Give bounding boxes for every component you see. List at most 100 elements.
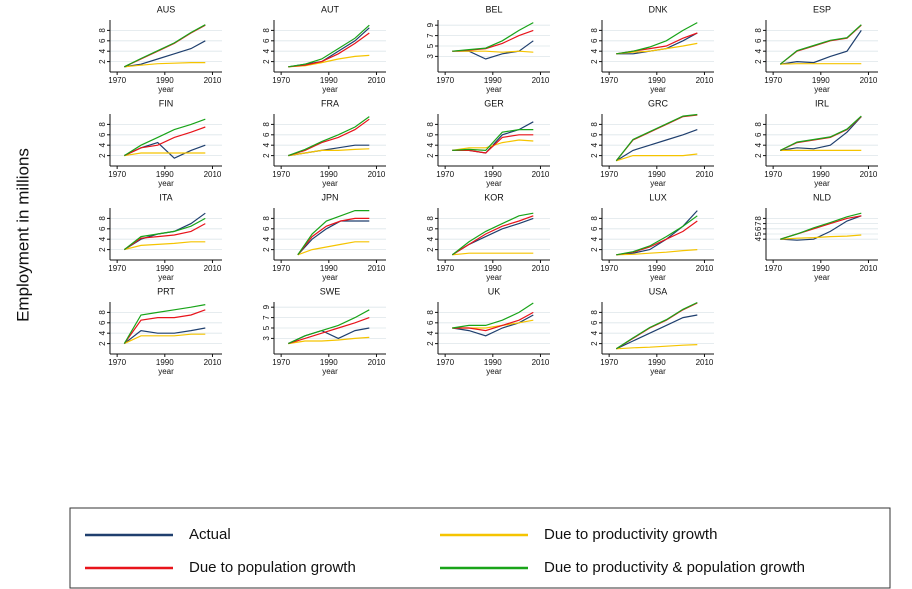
y-tick-label: 2 <box>98 153 107 158</box>
x-tick-label: 1970 <box>600 358 618 367</box>
x-tick-label: 2010 <box>532 170 550 179</box>
y-tick-label: 4 <box>98 48 107 53</box>
y-tick-label: 8 <box>98 28 107 33</box>
y-tick-label: 8 <box>98 216 107 221</box>
x-axis-label: year <box>158 179 174 188</box>
x-tick-label: 1970 <box>436 170 454 179</box>
x-tick-label: 1970 <box>108 76 126 85</box>
y-tick-label: 6 <box>590 38 599 43</box>
y-tick-label: 6 <box>590 226 599 231</box>
y-tick-label: 9 <box>262 304 271 309</box>
y-tick-label: 4 <box>754 48 763 53</box>
x-tick-label: 1970 <box>108 170 126 179</box>
x-tick-label: 1970 <box>436 358 454 367</box>
x-axis-label: year <box>322 367 338 376</box>
x-tick-label: 1990 <box>320 358 338 367</box>
y-tick-label: 2 <box>590 59 599 64</box>
series-line <box>297 217 370 256</box>
series-line <box>124 126 206 157</box>
series-line <box>123 309 206 344</box>
series-line <box>297 220 370 256</box>
series-line <box>451 212 534 256</box>
y-tick-label: 4 <box>426 236 435 241</box>
series-line <box>452 314 534 337</box>
series-line <box>123 118 206 157</box>
y-tick-label: 4 <box>590 330 599 335</box>
x-tick-label: 1970 <box>272 264 290 273</box>
y-tick-label: 5 <box>262 325 271 330</box>
series-line <box>124 40 206 68</box>
y-tick-label: 4 <box>98 236 107 241</box>
x-tick-label: 1990 <box>320 170 338 179</box>
panel-title: AUS <box>157 4 176 14</box>
x-tick-label: 1970 <box>600 170 618 179</box>
y-tick-label: 8 <box>754 216 763 221</box>
series-line <box>451 215 534 256</box>
series-line <box>616 344 698 350</box>
x-axis-label: year <box>650 179 666 188</box>
series-line <box>124 62 206 68</box>
x-tick-label: 2010 <box>860 170 878 179</box>
x-tick-label: 2010 <box>204 76 222 85</box>
x-tick-label: 2010 <box>204 264 222 273</box>
x-tick-label: 1970 <box>108 358 126 367</box>
x-axis-label: year <box>814 85 830 94</box>
x-tick-label: 1990 <box>156 170 174 179</box>
y-tick-label: 8 <box>98 122 107 127</box>
series-line <box>123 327 206 345</box>
x-tick-label: 2010 <box>860 76 878 85</box>
series-line <box>452 302 534 329</box>
series-line <box>452 252 534 256</box>
y-tick-label: 4 <box>754 142 763 147</box>
series-line <box>780 215 862 241</box>
series-line <box>780 30 862 65</box>
panel-title: UK <box>488 286 501 296</box>
series-line <box>616 210 698 256</box>
y-tick-label: 6 <box>426 132 435 137</box>
panel-title: JPN <box>321 192 338 202</box>
panel-title: FIN <box>159 98 174 108</box>
x-axis-label: year <box>158 273 174 282</box>
y-tick-label: 8 <box>590 122 599 127</box>
x-axis-label: year <box>486 179 502 188</box>
series-line <box>452 311 534 332</box>
x-tick-label: 2010 <box>368 358 386 367</box>
y-tick-label: 8 <box>426 122 435 127</box>
x-tick-label: 1990 <box>648 264 666 273</box>
x-tick-label: 1990 <box>648 358 666 367</box>
series-line <box>288 24 370 68</box>
y-tick-label: 7 <box>754 221 763 226</box>
y-tick-label: 6 <box>426 226 435 231</box>
y-tick-label: 7 <box>426 33 435 38</box>
x-tick-label: 1990 <box>484 170 502 179</box>
x-axis-label: year <box>486 367 502 376</box>
x-tick-label: 1990 <box>812 170 830 179</box>
legend-label: Actual <box>189 526 231 543</box>
series-line <box>288 336 370 345</box>
panel-title: IRL <box>815 98 829 108</box>
series-line <box>779 24 862 65</box>
y-tick-label: 6 <box>262 38 271 43</box>
series-line <box>615 113 698 162</box>
y-tick-label: 2 <box>754 153 763 158</box>
series-line <box>452 129 534 152</box>
x-tick-label: 2010 <box>860 264 878 273</box>
y-tick-label: 4 <box>98 142 107 147</box>
series-line <box>288 148 370 157</box>
y-tick-label: 8 <box>754 28 763 33</box>
x-tick-label: 1970 <box>272 170 290 179</box>
x-tick-label: 2010 <box>368 76 386 85</box>
series-line <box>452 50 534 53</box>
y-tick-label: 4 <box>754 236 763 241</box>
y-axis-label: Employment in millions <box>13 148 32 322</box>
y-tick-label: 8 <box>262 216 271 221</box>
y-tick-label: 2 <box>262 153 271 158</box>
panel-title: AUT <box>321 4 340 14</box>
y-tick-label: 8 <box>426 310 435 315</box>
y-tick-label: 2 <box>98 59 107 64</box>
x-tick-label: 2010 <box>532 76 550 85</box>
x-tick-label: 1970 <box>272 76 290 85</box>
panel-title: LUX <box>649 192 667 202</box>
series-line <box>616 314 698 350</box>
x-axis-label: year <box>814 179 830 188</box>
